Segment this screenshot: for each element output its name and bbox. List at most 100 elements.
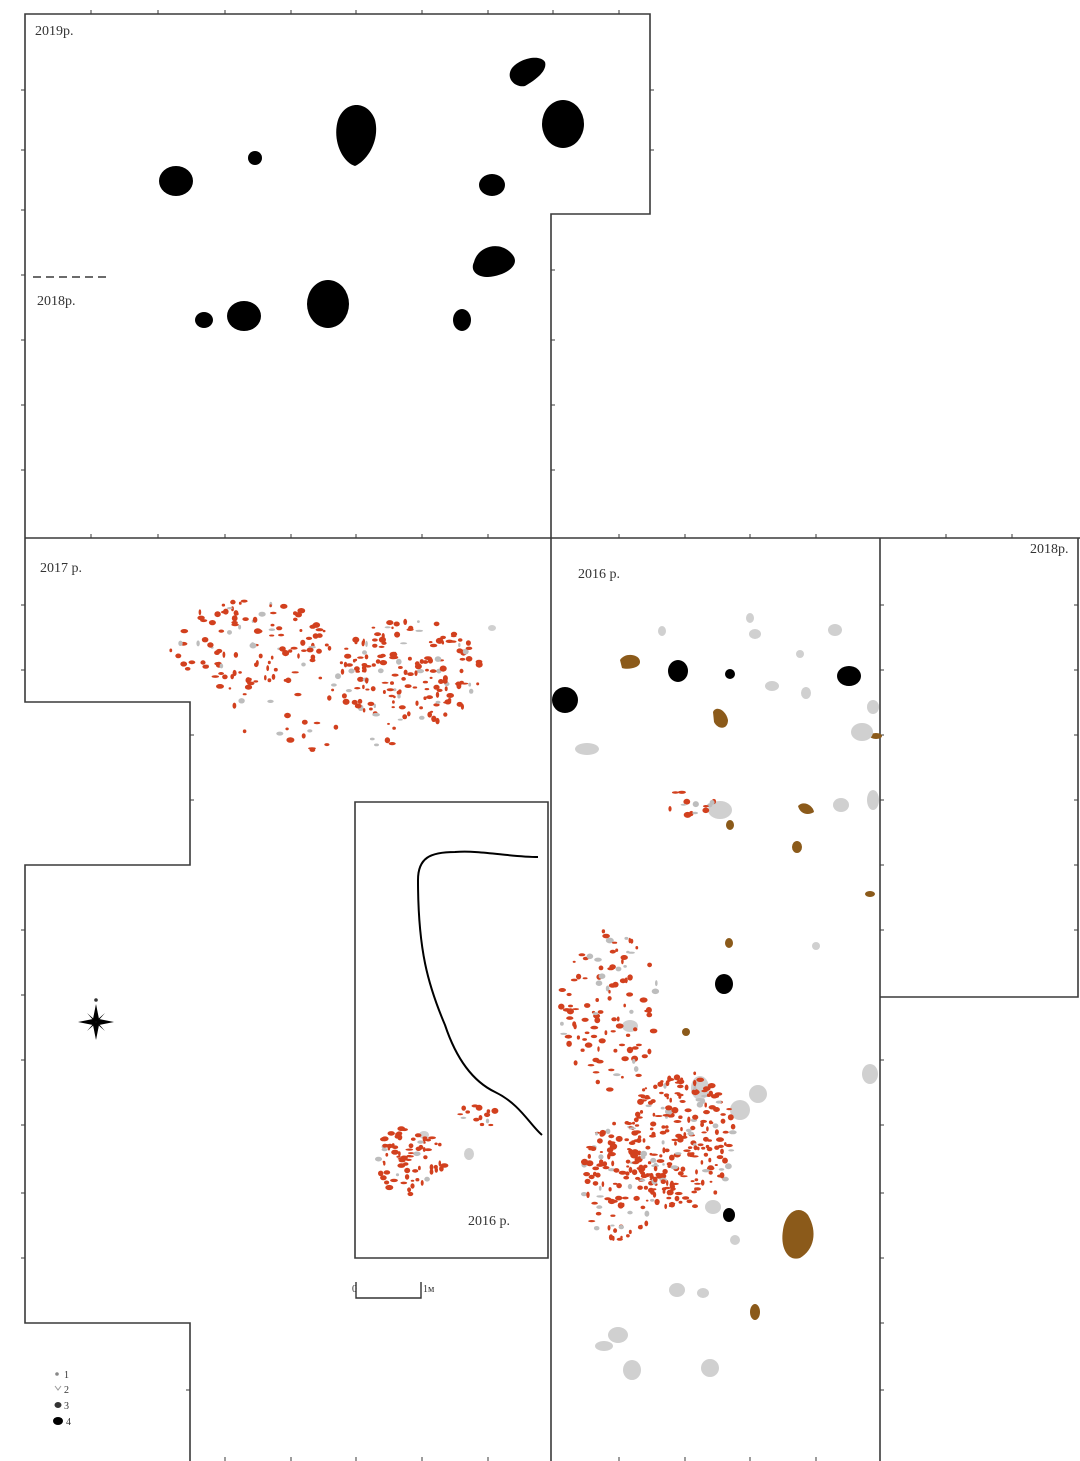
red-fragment	[644, 1210, 650, 1217]
red-fragment	[641, 1054, 648, 1059]
red-fragment	[238, 624, 242, 630]
red-fragment	[687, 1152, 691, 1157]
red-fragment	[354, 658, 358, 662]
red-fragment	[196, 640, 200, 647]
red-fragment	[581, 1158, 589, 1166]
red-fragment	[707, 1083, 716, 1089]
red-fragment	[475, 659, 483, 665]
red-fragment	[669, 1154, 675, 1161]
red-fragment	[714, 1129, 719, 1135]
red-fragment	[415, 1178, 420, 1182]
red-fragment	[626, 1234, 630, 1238]
red-fragment	[618, 1043, 626, 1047]
label-2016-inner: 2016 р.	[468, 1214, 510, 1229]
red-fragment	[270, 611, 277, 615]
red-fragment	[407, 1191, 414, 1197]
red-fragment	[462, 648, 469, 655]
red-fragment	[607, 1225, 611, 1231]
red-fragment	[692, 801, 699, 808]
red-fragment	[240, 599, 248, 603]
red-fragment	[608, 1141, 616, 1144]
red-fragment	[384, 1180, 390, 1185]
red-fragment	[639, 997, 648, 1003]
red-fragment	[572, 960, 576, 963]
red-fragment	[233, 652, 239, 658]
red-fragment	[450, 634, 457, 638]
red-fragment	[396, 658, 402, 665]
red-fragment	[725, 1163, 732, 1170]
red-fragment	[674, 1092, 681, 1095]
red-fragment	[665, 1108, 673, 1115]
red-fragment	[583, 1172, 590, 1177]
red-fragment	[427, 657, 433, 664]
red-fragment	[378, 645, 385, 649]
red-fragment	[333, 724, 339, 730]
red-fragment	[647, 1100, 654, 1105]
red-fragment	[384, 737, 391, 744]
red-fragments	[169, 599, 737, 1241]
red-fragment	[305, 636, 313, 641]
red-fragment	[365, 677, 369, 684]
red-fragment	[238, 698, 245, 704]
red-fragment	[595, 1132, 598, 1136]
red-fragment	[322, 629, 326, 633]
red-fragment	[640, 1150, 648, 1157]
red-fragment	[720, 1113, 726, 1116]
red-fragment	[364, 654, 369, 660]
red-fragment	[701, 1089, 708, 1093]
red-fragment	[461, 1105, 467, 1111]
red-fragment	[677, 790, 686, 794]
red-fragment	[605, 1128, 611, 1135]
red-fragment	[609, 949, 616, 954]
red-fragment	[419, 715, 425, 720]
red-fragment	[608, 1187, 612, 1192]
red-fragment	[422, 660, 429, 664]
red-fragment	[284, 712, 291, 719]
red-fragment	[690, 1180, 695, 1183]
red-fragment	[598, 1154, 604, 1160]
red-fragment	[286, 737, 295, 743]
red-fragment	[677, 1171, 684, 1176]
red-fragment	[607, 1152, 616, 1157]
red-fragment	[659, 1091, 664, 1095]
red-fragment	[640, 1155, 646, 1159]
red-fragment	[454, 682, 461, 685]
red-fragment	[702, 807, 710, 814]
red-fragment	[624, 1138, 629, 1142]
red-fragment	[568, 1004, 573, 1008]
red-fragment	[653, 1165, 658, 1172]
red-fragment	[345, 663, 353, 667]
red-fragment	[396, 1155, 401, 1158]
red-fragment	[653, 1084, 658, 1090]
red-fragment	[268, 628, 276, 631]
red-fragment	[301, 649, 307, 652]
red-fragment	[596, 1059, 604, 1064]
red-fragment	[388, 694, 395, 698]
red-fragment	[615, 966, 622, 972]
red-fragment	[680, 1175, 688, 1178]
red-fragment	[612, 941, 618, 944]
red-fragment	[666, 1180, 669, 1186]
red-fragment	[429, 676, 433, 680]
red-fragment	[696, 1101, 704, 1108]
red-fragment	[713, 1190, 718, 1195]
red-fragment	[632, 1058, 636, 1064]
red-fragment	[352, 636, 360, 643]
red-fragment	[341, 693, 347, 699]
red-fragment	[708, 1170, 713, 1175]
red-fragment	[701, 1146, 706, 1150]
red-fragment	[692, 811, 698, 815]
red-fragment	[576, 1035, 581, 1040]
red-fragment	[398, 1159, 406, 1163]
red-fragment	[438, 1160, 442, 1167]
red-fragment	[715, 1100, 722, 1104]
red-fragment	[476, 682, 480, 686]
red-fragment	[636, 1167, 640, 1170]
red-fragment	[400, 1181, 408, 1185]
red-fragment	[596, 1163, 604, 1167]
red-fragment	[438, 679, 444, 684]
red-fragment	[597, 1010, 604, 1014]
red-fragment	[393, 621, 400, 627]
legend-label-1: 1	[64, 1370, 69, 1381]
red-fragment	[697, 1143, 704, 1147]
